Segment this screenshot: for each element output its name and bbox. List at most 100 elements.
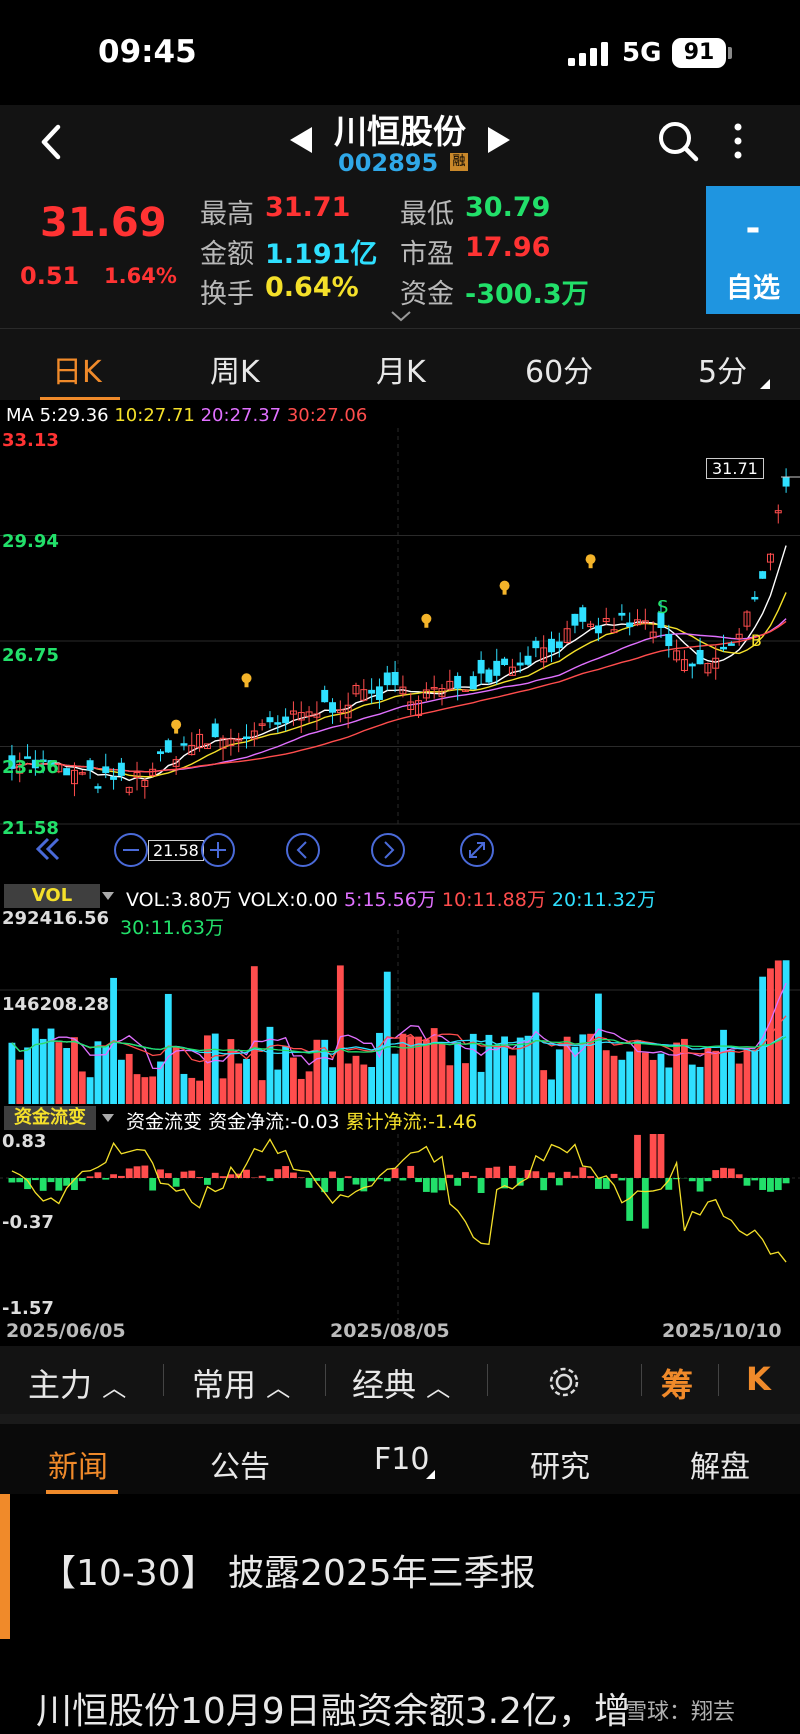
candle-body bbox=[540, 647, 548, 663]
prev-stock-icon[interactable] bbox=[290, 127, 312, 153]
tab-research[interactable]: 研究 bbox=[530, 1450, 590, 1485]
candle-body bbox=[548, 638, 555, 653]
candle-body bbox=[24, 756, 32, 759]
chips-button[interactable]: 筹 bbox=[661, 1366, 694, 1404]
fund-flow-bar bbox=[399, 1178, 407, 1181]
stock-code: 002895 bbox=[338, 149, 439, 177]
volume-bar bbox=[172, 1046, 180, 1104]
expand-chevron-icon[interactable] bbox=[390, 310, 412, 322]
prev-icon[interactable] bbox=[285, 832, 321, 868]
scroll-left-icon[interactable] bbox=[32, 834, 62, 864]
fund-flow-bar bbox=[743, 1178, 751, 1186]
lightbulb-base bbox=[174, 728, 179, 734]
volume-badge[interactable]: VOL bbox=[4, 884, 100, 908]
indicator-common[interactable]: 常用 ︿ bbox=[192, 1360, 290, 1406]
tab-day-k[interactable]: 日K bbox=[52, 355, 102, 390]
back-icon[interactable] bbox=[30, 119, 76, 165]
volume-bar bbox=[102, 1045, 110, 1104]
volume-bar bbox=[618, 1059, 626, 1104]
volume-bar bbox=[219, 1078, 227, 1104]
volume-ma-lines bbox=[11, 982, 787, 1070]
candle-body bbox=[39, 759, 47, 763]
tab-announcements[interactable]: 公告 bbox=[210, 1450, 270, 1485]
candle-body bbox=[469, 676, 477, 690]
next-stock-icon[interactable] bbox=[488, 127, 510, 153]
candle-body bbox=[712, 657, 720, 669]
candle-body bbox=[532, 640, 540, 649]
settings-gear-icon[interactable] bbox=[546, 1364, 582, 1400]
volume-dropdown-icon[interactable] bbox=[102, 892, 114, 900]
fund-flow-bar bbox=[673, 1178, 681, 1180]
volume-legend: VOL:3.80万 VOLX:0.00 5:15.56万 10:11.88万 2… bbox=[126, 885, 656, 912]
tab-news[interactable]: 新闻 bbox=[48, 1450, 108, 1485]
fund-flow-bar bbox=[352, 1178, 360, 1185]
candle-body bbox=[501, 658, 509, 666]
fund-flow-bar bbox=[31, 1178, 39, 1181]
candle-body bbox=[430, 686, 438, 690]
tab-week-k[interactable]: 周K bbox=[210, 355, 260, 390]
volume-bar bbox=[438, 1043, 446, 1104]
watchlist-button[interactable]: - 自选 bbox=[706, 186, 800, 314]
tab-5min[interactable]: 5分 bbox=[698, 355, 748, 390]
indicator-classic[interactable]: 经典 ︿ bbox=[352, 1360, 450, 1406]
kline-chart[interactable]: SB bbox=[0, 428, 800, 880]
price-axis-min: 21.58 bbox=[2, 818, 59, 839]
volume-bar bbox=[31, 1028, 39, 1104]
volume-bar bbox=[727, 1049, 735, 1104]
kline-grid bbox=[0, 428, 800, 825]
watermark: 雪球：翔芸 bbox=[625, 1700, 736, 1725]
tab-analysis[interactable]: 解盘 bbox=[690, 1450, 750, 1485]
more-icon[interactable] bbox=[728, 119, 748, 163]
candle-body bbox=[227, 738, 235, 747]
fund-flow-chart[interactable] bbox=[0, 1134, 800, 1320]
flow-axis-mid: -0.37 bbox=[2, 1212, 54, 1233]
fund-flow-bar bbox=[219, 1176, 227, 1178]
fund-flow-bar bbox=[422, 1178, 430, 1192]
candle-body bbox=[743, 611, 751, 627]
fund-flow-bar bbox=[313, 1178, 321, 1181]
f10-dropdown-icon[interactable] bbox=[426, 1470, 435, 1479]
indicator-classic-label: 经典 bbox=[352, 1366, 417, 1404]
fund-flow-badge[interactable]: 资金流变 bbox=[4, 1106, 96, 1130]
fullscreen-icon[interactable] bbox=[459, 832, 495, 868]
volume-bar bbox=[782, 960, 790, 1104]
lightbulb-icon bbox=[499, 580, 510, 591]
news-item[interactable]: 川恒股份10月9日融资余额3.2亿，增 bbox=[36, 1691, 630, 1732]
candle-body bbox=[602, 618, 610, 623]
candle-body bbox=[219, 737, 227, 749]
volx-value: VOLX:0.00 bbox=[237, 889, 338, 911]
fund-flow-dropdown-icon[interactable] bbox=[102, 1114, 114, 1122]
chevron-up-icon: ︿ bbox=[426, 1374, 451, 1402]
fund-flow-bar bbox=[383, 1178, 391, 1182]
candle-body bbox=[86, 760, 94, 771]
ma-legend: MA 5:29.36 10:27.71 20:27.37 30:27.06 bbox=[6, 405, 367, 426]
search-icon[interactable] bbox=[656, 119, 700, 163]
high-label: 最高 bbox=[200, 199, 254, 230]
ma30-value: 30:27.06 bbox=[286, 405, 368, 426]
fund-flow-bar bbox=[774, 1178, 782, 1191]
candle-body bbox=[477, 659, 485, 674]
tab-60min[interactable]: 60分 bbox=[525, 355, 594, 390]
zoom-out-icon[interactable] bbox=[113, 832, 149, 868]
volume-chart[interactable] bbox=[0, 930, 800, 1104]
candle-body bbox=[250, 730, 258, 740]
fund-flow-header: 资金流变 资金流变 资金净流:-0.03 累计净流:-1.46 bbox=[0, 1104, 800, 1133]
vol-ma10: 10:11.88万 bbox=[441, 889, 546, 911]
fund-flow-bar bbox=[634, 1134, 641, 1178]
fund-flow-bar bbox=[493, 1166, 501, 1178]
news-item[interactable]: 【10-30】 披露2025年三季报 bbox=[40, 1553, 536, 1594]
indicator-main[interactable]: 主力 ︿ bbox=[28, 1360, 126, 1406]
volume-bar bbox=[24, 1047, 31, 1104]
fund-flow-bar bbox=[610, 1173, 618, 1178]
tab-dropdown-icon[interactable] bbox=[760, 379, 770, 389]
candle-body bbox=[680, 659, 688, 671]
k-button[interactable]: K bbox=[746, 1360, 771, 1398]
volume-axis-max: 292416.56 bbox=[2, 908, 110, 929]
volume-bar bbox=[422, 1039, 430, 1104]
turnover-label: 换手 bbox=[200, 279, 254, 310]
tab-f10[interactable]: F10 bbox=[374, 1442, 430, 1477]
next-icon[interactable] bbox=[370, 832, 406, 868]
candle-body bbox=[696, 649, 704, 665]
tab-month-k[interactable]: 月K bbox=[376, 355, 426, 390]
zoom-in-icon[interactable] bbox=[200, 832, 236, 868]
